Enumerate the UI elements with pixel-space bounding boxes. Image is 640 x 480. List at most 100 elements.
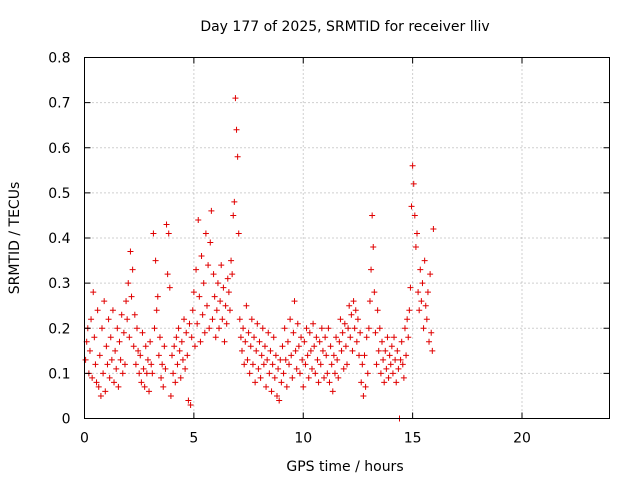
data-point	[395, 365, 402, 372]
data-point	[169, 352, 175, 359]
axes: 0 5 10 15 20 0 0.1 0.2 0.3 0.4 0.5 0.6 0.7 0.8	[48, 51, 610, 447]
data-point	[407, 284, 414, 291]
y-tick-label: 0.7	[48, 96, 70, 112]
data-point	[96, 352, 103, 359]
x-tick-label: 0	[80, 431, 89, 447]
data-point	[375, 347, 382, 354]
data-point	[88, 316, 95, 323]
data-point	[368, 266, 375, 273]
data-point	[200, 280, 207, 287]
data-point	[381, 379, 388, 386]
data-point	[370, 244, 377, 251]
data-point	[385, 374, 392, 381]
data-point	[418, 298, 425, 305]
data-point	[118, 311, 125, 318]
data-point	[429, 347, 436, 354]
data-point	[260, 361, 267, 368]
data-point	[422, 302, 429, 309]
data-point	[361, 352, 368, 359]
data-point	[97, 392, 104, 399]
data-point	[415, 289, 422, 296]
chart-title: Day 177 of 2025, SRMTID for receiver lli…	[200, 19, 489, 35]
data-point	[303, 325, 310, 332]
data-point	[112, 347, 119, 354]
data-point	[327, 343, 334, 350]
data-point	[362, 383, 369, 390]
data-point	[146, 388, 153, 395]
data-point	[82, 356, 89, 363]
data-point	[365, 325, 372, 332]
data-point	[188, 334, 195, 341]
data-point	[372, 329, 379, 336]
data-point	[269, 361, 276, 368]
data-point	[144, 356, 151, 363]
data-point	[89, 374, 96, 381]
data-point	[114, 325, 121, 332]
data-point	[399, 361, 406, 368]
data-point	[344, 361, 350, 368]
data-point	[99, 325, 105, 332]
data-point	[256, 338, 263, 345]
data-point	[384, 334, 391, 341]
data-point	[210, 271, 217, 278]
data-point	[286, 361, 293, 368]
data-point	[342, 343, 349, 350]
data-point	[236, 316, 243, 323]
data-point	[121, 361, 128, 368]
data-point	[193, 266, 200, 273]
data-point	[339, 329, 346, 336]
data-point	[326, 379, 333, 386]
y-tick-label: 0.1	[48, 366, 70, 382]
data-point	[109, 307, 116, 314]
data-point	[246, 370, 253, 377]
data-point	[338, 347, 345, 354]
data-point	[149, 370, 156, 377]
data-point	[177, 374, 184, 381]
data-point	[175, 325, 182, 332]
data-point	[139, 329, 146, 336]
data-point	[141, 383, 148, 390]
data-point	[170, 370, 177, 377]
data-point	[101, 298, 108, 305]
data-point	[213, 307, 220, 314]
data-point	[281, 325, 288, 332]
data-point	[295, 343, 302, 350]
data-point	[143, 370, 150, 377]
y-axis-label: SRMTID / TECUs	[7, 182, 23, 295]
data-point	[181, 316, 188, 323]
data-point	[304, 352, 311, 359]
x-tick-label: 10	[294, 431, 312, 447]
data-point	[179, 356, 186, 363]
data-point	[212, 334, 219, 341]
data-point	[93, 379, 100, 386]
data-point	[162, 365, 169, 372]
data-point	[147, 338, 154, 345]
data-point	[255, 365, 262, 372]
data-point	[197, 338, 204, 345]
data-point	[394, 347, 401, 354]
data-point	[310, 320, 317, 327]
data-point	[409, 162, 416, 169]
data-point	[165, 230, 172, 237]
data-point	[305, 374, 312, 381]
data-point	[391, 334, 398, 341]
y-tick-label: 0.4	[48, 231, 70, 247]
data-point	[374, 307, 381, 314]
data-point	[228, 257, 235, 264]
data-point	[318, 325, 325, 332]
data-point	[270, 334, 277, 341]
x-tick-label: 15	[404, 431, 422, 447]
data-point	[225, 289, 232, 296]
data-point	[172, 379, 179, 386]
data-point	[104, 361, 111, 368]
data-point	[277, 356, 284, 363]
data-point	[116, 338, 123, 345]
data-point	[322, 334, 329, 341]
data-point	[291, 298, 298, 305]
y-tick-label: 0.2	[48, 321, 70, 337]
data-point	[314, 356, 321, 363]
data-point	[424, 289, 431, 296]
data-point	[258, 352, 265, 359]
data-point	[158, 374, 165, 381]
data-point	[196, 293, 203, 300]
